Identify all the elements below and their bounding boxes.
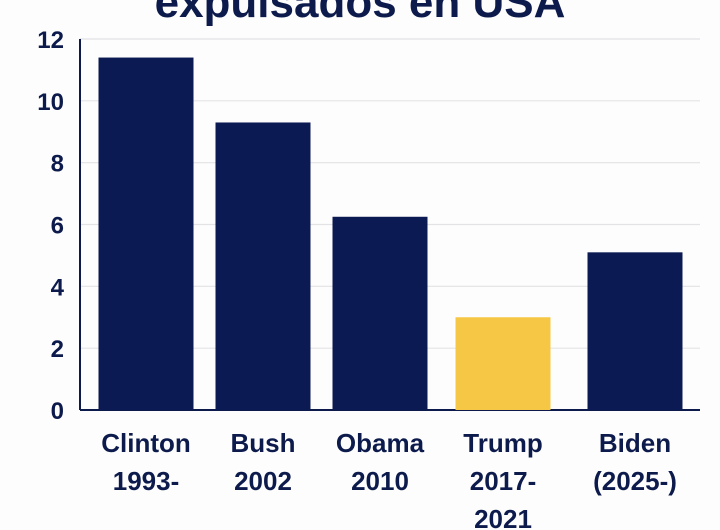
bar-clinton [98,57,194,411]
x-category-label: Biden (2025-) [593,428,677,496]
x-category-label: Bush 2002 [231,428,296,496]
chart-title: expulsados en USA [154,0,566,27]
bar-biden [587,252,683,410]
y-tick-label: 8 [51,151,64,178]
y-tick-label: 6 [51,213,64,240]
x-category-label: Obama 2010 [336,428,425,496]
bar-trump [455,317,551,410]
x-category-label: Trump 2017-2021 [463,428,542,530]
y-tick-label: 10 [37,89,64,116]
x-category-label: Clinton 1993- [101,428,191,496]
y-tick-label: 12 [37,27,64,54]
y-tick-label: 0 [51,398,64,425]
y-tick-label: 4 [51,274,65,301]
bar-obama [332,216,428,410]
bar-bush [215,122,311,410]
y-tick-label: 2 [51,336,64,363]
